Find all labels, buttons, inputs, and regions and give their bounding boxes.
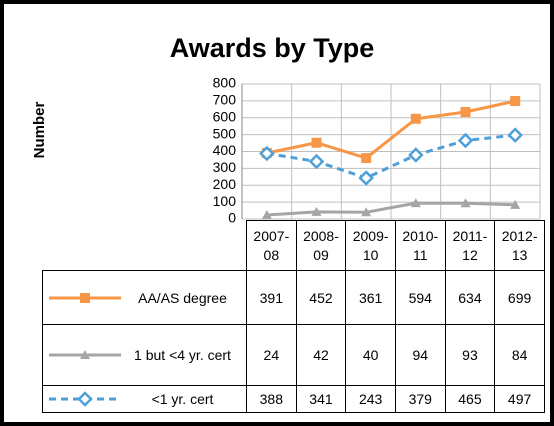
marker <box>460 198 471 208</box>
y-tick-label: 800 <box>213 75 237 91</box>
legend-entry: <1 yr. cert <box>43 389 246 409</box>
legend-label: AA/AS degree <box>138 289 227 306</box>
value-cell: 361 <box>345 270 396 325</box>
marker <box>80 350 90 359</box>
value-cell: 93 <box>444 324 496 386</box>
legend-swatch <box>49 391 121 407</box>
x-tick-label: 2012-13 <box>494 220 545 271</box>
marker <box>361 207 372 217</box>
y-tick-label: 0 <box>228 210 236 226</box>
value-cell: 388 <box>246 385 297 413</box>
x-tick-label: 2009-10 <box>345 220 396 271</box>
y-tick-label: 300 <box>213 159 237 175</box>
marker <box>507 127 523 143</box>
marker <box>77 391 93 407</box>
value-cell: 497 <box>494 385 545 413</box>
series-row: 1 but <4 yr. cert 24 42 40 94 93 84 <box>42 324 545 386</box>
value-cell: 24 <box>246 324 297 386</box>
marker <box>460 107 471 118</box>
marker <box>361 153 372 164</box>
x-tick-label: 2011-12 <box>444 220 496 271</box>
series-line <box>266 99 516 160</box>
marker <box>457 132 474 149</box>
marker <box>358 170 374 186</box>
chart-title: Awards by Type <box>170 33 375 63</box>
marker <box>308 153 325 170</box>
x-tick-label: 2008-09 <box>295 220 347 271</box>
marker <box>510 199 521 209</box>
marker <box>311 137 322 148</box>
x-tick-label: 2007-08 <box>246 220 297 271</box>
legend-swatch <box>49 292 121 303</box>
data-table: 2007-08 2008-09 2009-10 2010-11 2011-12 2012-… <box>42 220 545 413</box>
marker <box>259 145 275 162</box>
marker <box>261 209 272 219</box>
x-tick-label: 2010-11 <box>394 220 446 271</box>
legend-entry: 1 but <4 yr. cert <box>43 345 246 365</box>
y-axis-label: Number <box>31 102 48 159</box>
value-cell: 594 <box>394 270 446 325</box>
value-cell: 94 <box>394 324 446 386</box>
marker <box>80 292 90 303</box>
value-cell: 341 <box>295 385 347 413</box>
value-cell: 465 <box>444 385 496 413</box>
value-cell: 379 <box>394 385 446 413</box>
value-cell: 391 <box>246 270 297 325</box>
legend-cell: 1 but <4 yr. cert <box>42 324 247 386</box>
blank-cell <box>43 221 247 271</box>
value-cell: 42 <box>295 324 347 386</box>
y-tick-label: 100 <box>213 193 237 209</box>
series-row: <1 yr. cert 388 341 243 379 465 497 <box>42 385 545 413</box>
series-line <box>266 133 516 180</box>
legend-label: 1 but <4 yr. cert <box>134 347 231 363</box>
y-tick-label: 700 <box>213 92 237 108</box>
header-row: 2007-08 2008-09 2009-10 2010-11 2011-12 2012-… <box>43 220 545 271</box>
series-row: AA/AS degree 391 452 361 594 634 699 <box>42 270 545 325</box>
y-tick-label: 400 <box>213 142 237 158</box>
marker <box>311 206 322 216</box>
legend-cell: AA/AS degree <box>42 270 247 325</box>
marker <box>408 147 424 163</box>
marker <box>510 96 521 107</box>
y-tick-label: 500 <box>213 125 237 141</box>
legend-cell: <1 yr. cert <box>42 385 247 413</box>
legend-swatch <box>49 350 121 359</box>
series-line <box>266 201 516 217</box>
y-tick-label: 200 <box>213 176 237 192</box>
y-tick-label: 600 <box>213 108 237 124</box>
value-cell: 243 <box>345 385 396 413</box>
value-cell: 699 <box>494 270 545 325</box>
legend-entry: AA/AS degree <box>43 288 246 308</box>
marker <box>410 198 421 208</box>
legend-label: <1 yr. cert <box>151 391 214 407</box>
value-cell: 452 <box>295 270 347 325</box>
value-cell: 634 <box>444 270 496 325</box>
value-cell: 84 <box>494 324 545 386</box>
value-cell: 40 <box>345 324 396 386</box>
marker <box>410 113 421 124</box>
